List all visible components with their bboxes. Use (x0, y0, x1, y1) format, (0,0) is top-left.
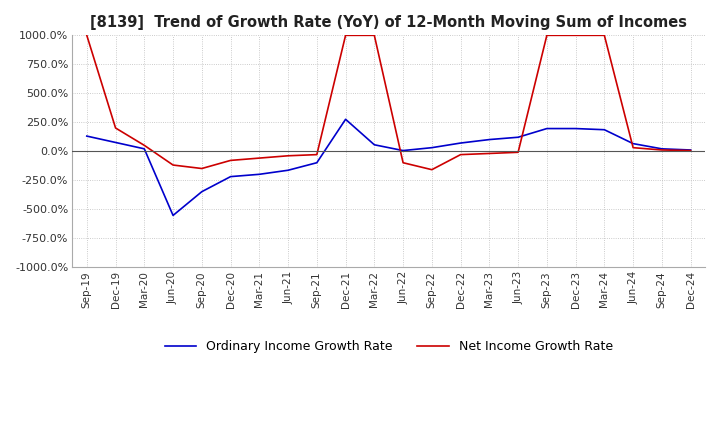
Title: [8139]  Trend of Growth Rate (YoY) of 12-Month Moving Sum of Incomes: [8139] Trend of Growth Rate (YoY) of 12-… (90, 15, 687, 30)
Net Income Growth Rate (686, 148, 695, 153)
Ordinary Income Growth Rate (226, 174, 235, 179)
Net Income Growth Rate (571, 33, 580, 38)
Net Income Growth Rate (399, 160, 408, 165)
Ordinary Income Growth Rate (284, 168, 292, 173)
Ordinary Income Growth Rate (140, 146, 148, 151)
Net Income Growth Rate (341, 33, 350, 38)
Legend: Ordinary Income Growth Rate, Net Income Growth Rate: Ordinary Income Growth Rate, Net Income … (160, 335, 618, 358)
Ordinary Income Growth Rate (514, 135, 523, 140)
Net Income Growth Rate (83, 33, 91, 38)
Ordinary Income Growth Rate (428, 145, 436, 150)
Net Income Growth Rate (485, 151, 494, 156)
Net Income Growth Rate (370, 33, 379, 38)
Ordinary Income Growth Rate (168, 213, 177, 218)
Ordinary Income Growth Rate (399, 148, 408, 153)
Net Income Growth Rate (428, 167, 436, 172)
Ordinary Income Growth Rate (370, 142, 379, 147)
Net Income Growth Rate (600, 33, 608, 38)
Ordinary Income Growth Rate (600, 127, 608, 132)
Net Income Growth Rate (657, 147, 666, 153)
Ordinary Income Growth Rate (111, 140, 120, 145)
Net Income Growth Rate (629, 145, 637, 150)
Ordinary Income Growth Rate (629, 141, 637, 146)
Ordinary Income Growth Rate (571, 126, 580, 131)
Ordinary Income Growth Rate (456, 140, 465, 146)
Net Income Growth Rate (168, 162, 177, 168)
Net Income Growth Rate (226, 158, 235, 163)
Net Income Growth Rate (543, 33, 552, 38)
Net Income Growth Rate (111, 125, 120, 131)
Net Income Growth Rate (514, 150, 523, 155)
Ordinary Income Growth Rate (657, 146, 666, 151)
Ordinary Income Growth Rate (543, 126, 552, 131)
Net Income Growth Rate (284, 153, 292, 158)
Net Income Growth Rate (312, 152, 321, 157)
Net Income Growth Rate (255, 155, 264, 161)
Ordinary Income Growth Rate (83, 133, 91, 139)
Ordinary Income Growth Rate (197, 189, 206, 194)
Ordinary Income Growth Rate (686, 147, 695, 153)
Net Income Growth Rate (140, 143, 148, 148)
Ordinary Income Growth Rate (341, 117, 350, 122)
Ordinary Income Growth Rate (485, 137, 494, 142)
Line: Ordinary Income Growth Rate: Ordinary Income Growth Rate (87, 119, 690, 216)
Net Income Growth Rate (197, 166, 206, 171)
Net Income Growth Rate (456, 152, 465, 157)
Ordinary Income Growth Rate (312, 160, 321, 165)
Ordinary Income Growth Rate (255, 172, 264, 177)
Line: Net Income Growth Rate: Net Income Growth Rate (87, 35, 690, 170)
